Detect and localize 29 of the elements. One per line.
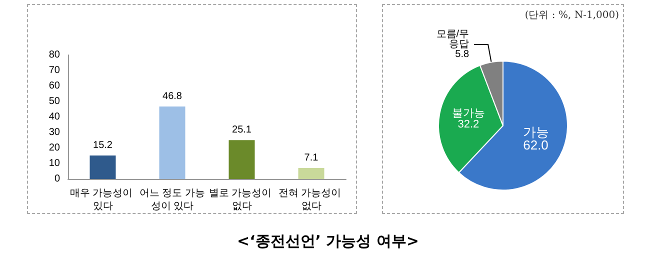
y-tick-label: 10 — [48, 158, 60, 169]
data-label: 5.8 — [455, 49, 470, 60]
data-label: 32.2 — [458, 118, 480, 130]
y-tick-label: 80 — [48, 50, 60, 60]
y-tick-label: 20 — [48, 142, 60, 154]
slice-label: 불가능 — [452, 107, 485, 120]
y-tick-label: 30 — [48, 127, 60, 138]
bar — [90, 155, 116, 179]
y-tick-label: 70 — [48, 65, 60, 76]
bar — [228, 140, 255, 179]
y-tick-label: 0 — [54, 174, 60, 184]
x-tick-label: 매우 가능성이 있다 — [70, 188, 136, 212]
slice-label: 가능 — [522, 124, 549, 140]
bar — [159, 106, 186, 179]
y-tick-label: 60 — [48, 80, 60, 92]
x-tick-label: 전혀 가능성이 없다 — [278, 188, 344, 212]
y-tick-label: 50 — [48, 96, 60, 107]
bar — [298, 168, 324, 179]
data-label: 25.1 — [232, 124, 252, 136]
text: <‘종전선언’ 가능성 여부> — [236, 232, 420, 251]
text: (단위 : %, N-1,000) — [524, 9, 619, 22]
x-tick-label: 어느 정도 가능성이 있다 — [139, 188, 206, 212]
slice-label: 모름/무응답 — [436, 29, 470, 50]
data-label: 62.0 — [523, 138, 548, 153]
x-tick-label: 별로 가능성이 없다 — [208, 188, 275, 212]
data-label: 46.8 — [162, 90, 182, 102]
data-label: 15.2 — [93, 140, 113, 151]
y-tick-label: 40 — [48, 112, 60, 122]
data-label: 7.1 — [304, 152, 319, 164]
